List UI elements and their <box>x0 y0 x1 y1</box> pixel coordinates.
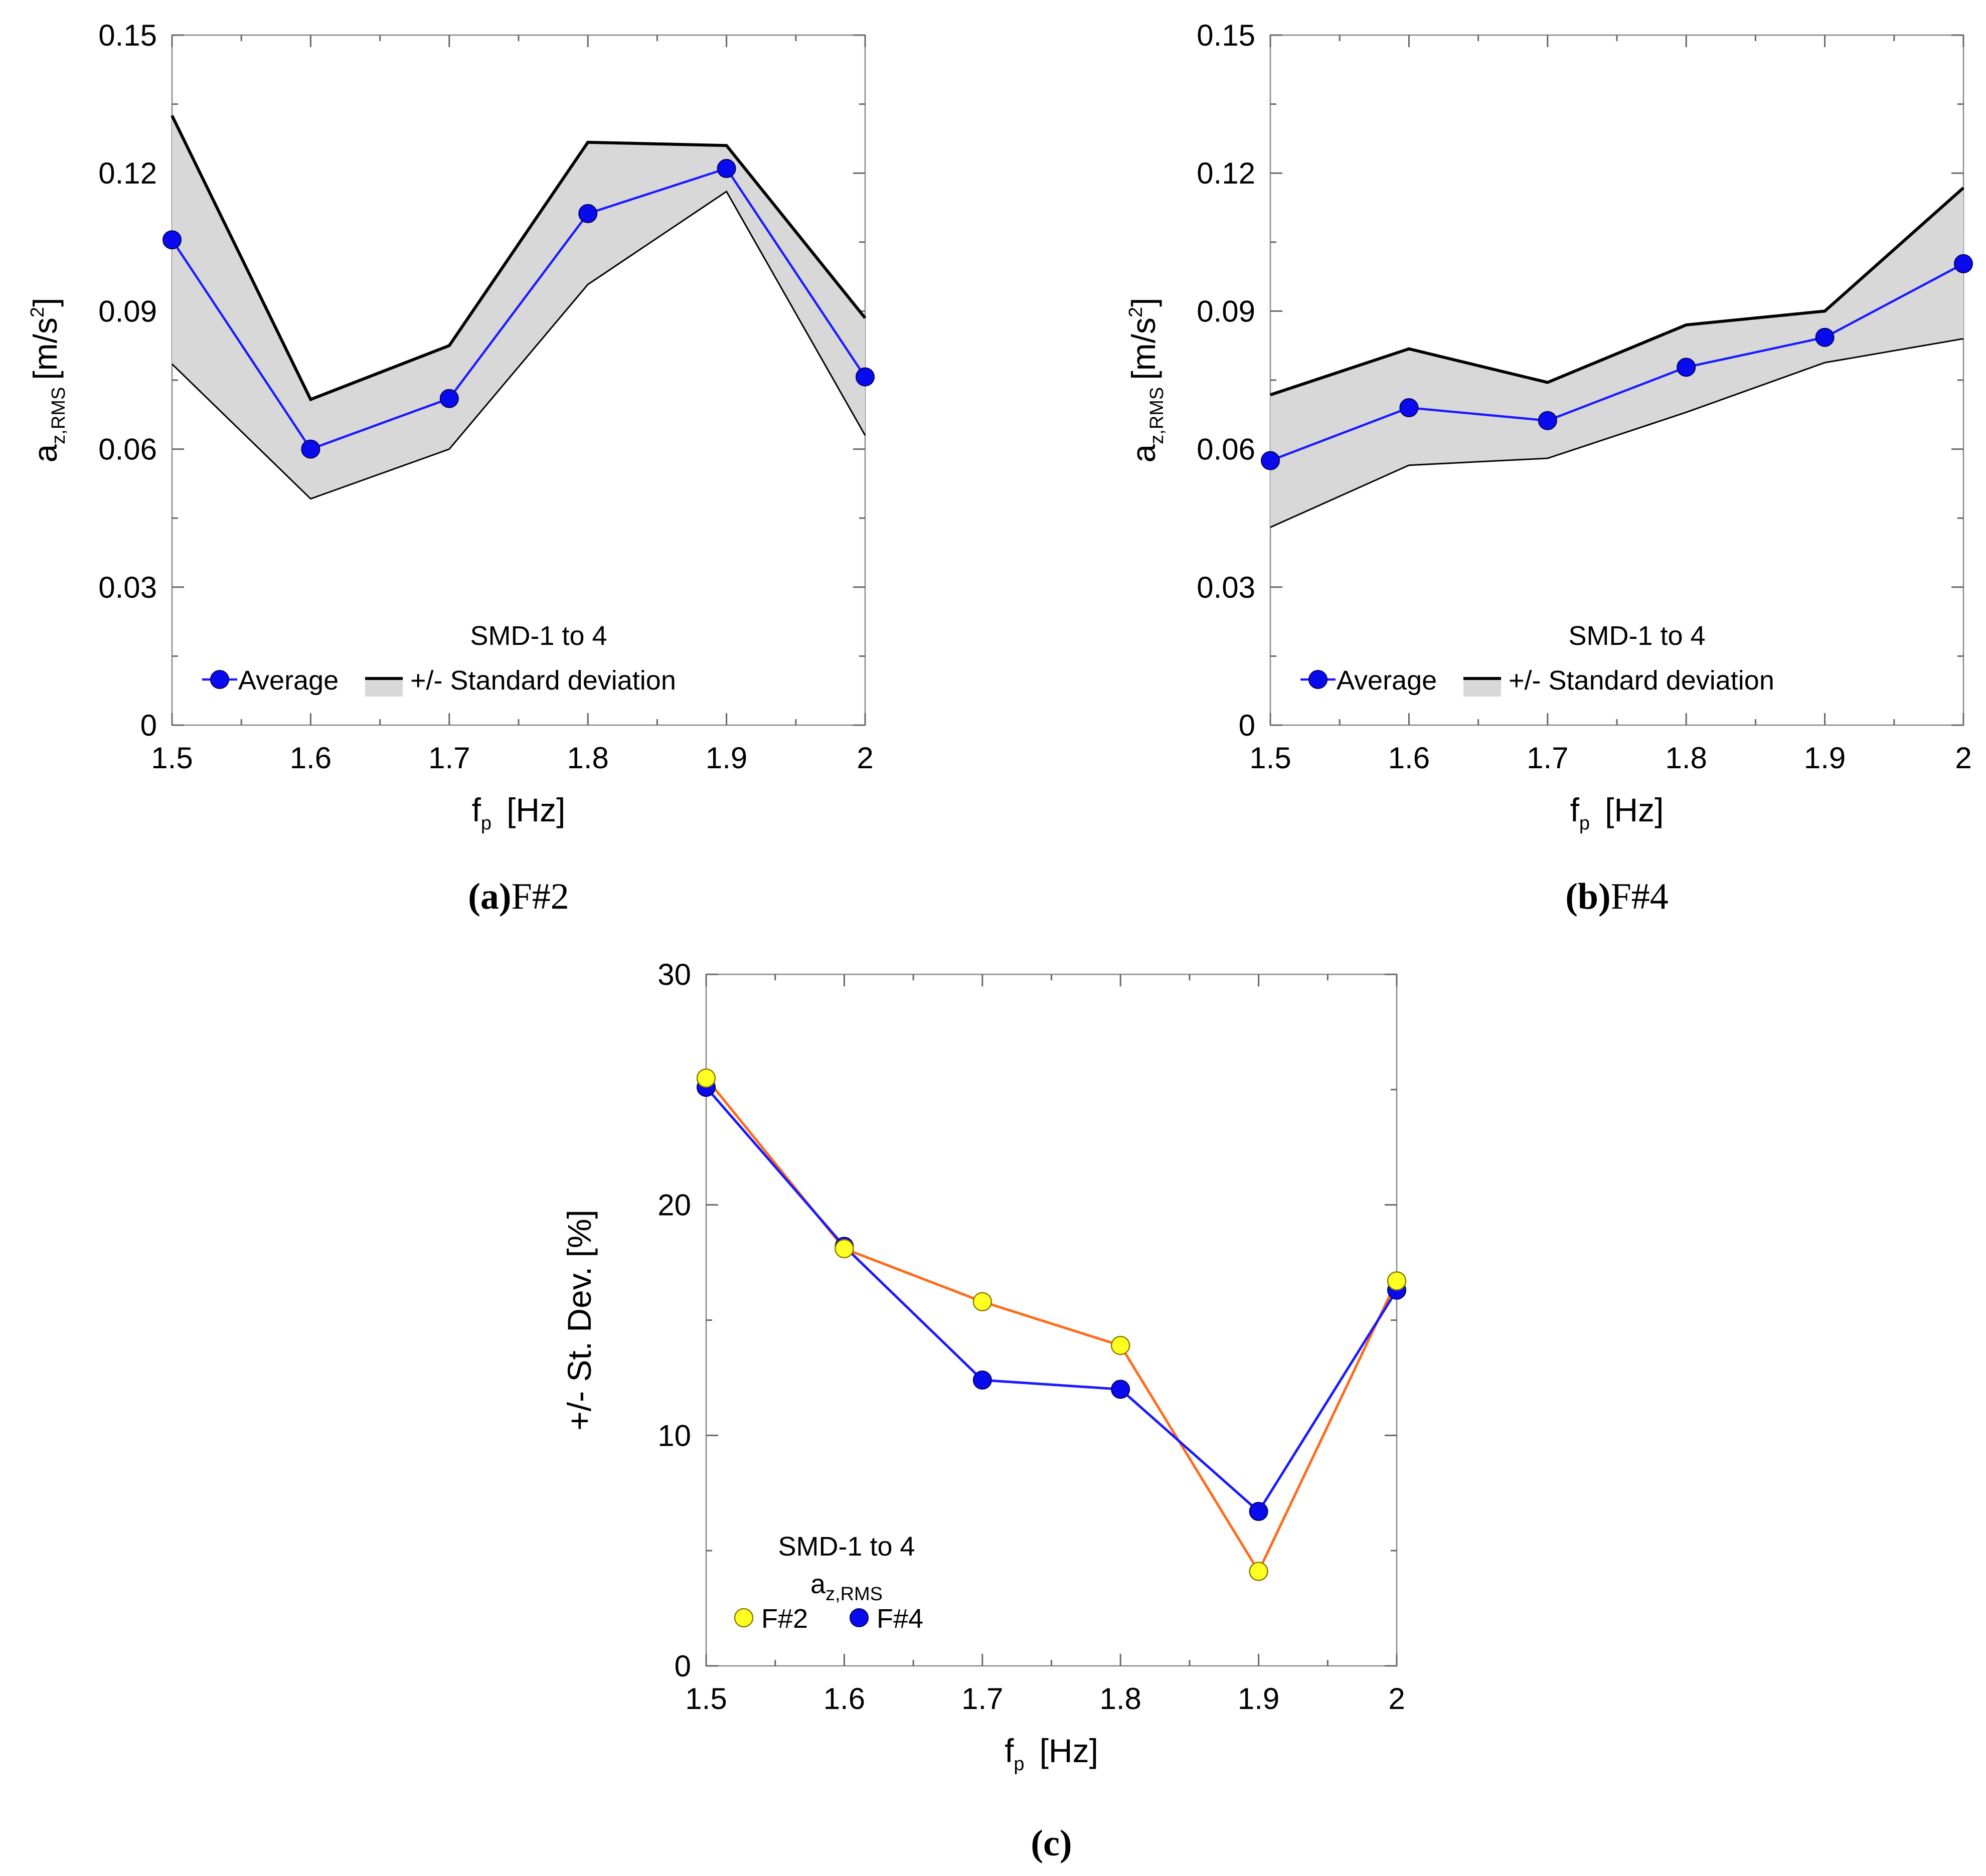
std-upper-line <box>1270 187 1964 397</box>
legend-average-label: Average <box>238 665 339 696</box>
y-tick-label: 0.12 <box>98 156 157 190</box>
average-point <box>1954 254 1973 273</box>
f4-series-line <box>705 1086 1398 1513</box>
x-tick-label: 1.6 <box>1388 741 1430 775</box>
average-series-line <box>171 167 866 451</box>
average-point <box>578 204 598 223</box>
average-point <box>162 230 182 250</box>
legend-std-label: +/- Standard deviation <box>410 665 676 696</box>
x-tick-label: 1.7 <box>961 1682 1003 1716</box>
y-tick-label: 0 <box>140 709 157 742</box>
f2-series-line <box>705 1077 1398 1574</box>
average-point <box>301 439 320 459</box>
std-upper-line <box>171 115 867 402</box>
y-tick-label: 30 <box>657 958 691 991</box>
x-tick-label: 1.8 <box>1099 1682 1141 1716</box>
std-lower-line <box>1270 337 1964 528</box>
chart-a: 1.5 1.6 1.7 1.8 1.9 2 0 0.03 0.06 0.09 0.12 0.15 fp[… <box>27 19 875 917</box>
y-tick-label: 0.15 <box>1197 19 1255 52</box>
legend-average-marker <box>210 670 229 689</box>
legend-title: SMD-1 to 4 <box>778 1531 915 1562</box>
figure-caption: (b)F#4 <box>1565 876 1669 917</box>
y-tick-label: 0.06 <box>98 433 157 466</box>
x-tick-label: 1.9 <box>1238 1682 1279 1716</box>
y-tick-label: 0.15 <box>98 19 157 52</box>
f2-point <box>835 1239 854 1259</box>
average-point <box>439 389 459 408</box>
y-tick-label: 0 <box>1239 709 1255 742</box>
legend-title: SMD-1 to 4 <box>1568 621 1705 651</box>
std-band-area <box>1270 188 1963 528</box>
average-point <box>1261 451 1280 470</box>
y-tick-label: 0.03 <box>1197 571 1255 604</box>
plot-frame <box>705 973 1398 1667</box>
x-tick-label: 1.6 <box>823 1682 865 1716</box>
legend-f4-marker <box>850 1608 869 1627</box>
f2-point <box>1249 1562 1268 1581</box>
f2-point <box>1110 1335 1130 1355</box>
average-point <box>1815 327 1835 347</box>
average-point <box>1399 398 1419 418</box>
x-axis-label: fp [Hz] <box>1570 791 1664 834</box>
y-axis-label: +/- St. Dev. [%] <box>561 1210 598 1431</box>
average-point <box>856 367 875 387</box>
f4-point <box>1111 1380 1130 1399</box>
x-axis-label: fp [Hz] <box>472 791 566 834</box>
x-tick-label: 1.9 <box>1804 741 1846 775</box>
legend-band-swatch <box>365 678 403 697</box>
y-tick-label: 0 <box>675 1649 691 1683</box>
x-tick-label: 1.7 <box>428 741 470 775</box>
average-series-line <box>1270 262 1964 462</box>
legend-f4-label: F#4 <box>877 1604 923 1634</box>
x-tick-label: 1.6 <box>290 741 332 775</box>
average-point <box>1677 358 1696 377</box>
legend-title: SMD-1 to 4 <box>470 621 607 651</box>
y-axis-label: az,RMS[m/s2] <box>1125 298 1168 463</box>
legend-band-swatch <box>1463 678 1501 697</box>
y-tick-label: 0.06 <box>1197 433 1255 466</box>
x-tick-label: 1.5 <box>151 741 193 775</box>
x-tick-label: 1.5 <box>1249 741 1291 775</box>
y-tick-label: 10 <box>657 1419 691 1452</box>
f4-point <box>1249 1502 1268 1521</box>
std-lower-line <box>171 190 866 500</box>
chart-b: 1.5 1.6 1.7 1.8 1.9 2 0 0.03 0.06 0.09 0.12 0.15 fp[… <box>1125 19 1973 917</box>
y-tick-label: 0.03 <box>98 571 157 604</box>
x-tick-label: 1.7 <box>1527 741 1568 775</box>
y-tick-label: 20 <box>657 1188 691 1222</box>
average-point <box>717 159 736 179</box>
x-tick-label: 2 <box>1955 741 1971 775</box>
x-axis-label: fp [Hz] <box>1005 1732 1098 1775</box>
f4-point <box>972 1371 992 1390</box>
x-tick-label: 2 <box>1388 1682 1405 1716</box>
legend-f2-marker <box>734 1608 754 1628</box>
f2-point <box>696 1068 716 1088</box>
y-axis-label: az,RMS[m/s2] <box>27 298 69 463</box>
legend-subtitle: az,RMS <box>810 1569 883 1605</box>
x-tick-label: 1.5 <box>685 1682 727 1716</box>
legend-std-label: +/- Standard deviation <box>1509 665 1774 696</box>
y-tick-label: 0.09 <box>1197 294 1255 328</box>
average-point <box>1538 411 1557 430</box>
legend-f2-label: F#2 <box>761 1604 808 1634</box>
f2-point <box>972 1292 992 1311</box>
f2-point <box>1387 1271 1407 1291</box>
x-tick-label: 1.8 <box>567 741 608 775</box>
y-tick-label: 0.09 <box>98 294 157 328</box>
legend-average-marker <box>1308 670 1328 689</box>
x-tick-label: 1.8 <box>1665 741 1707 775</box>
legend-average-label: Average <box>1337 665 1437 696</box>
figure-caption: (c) <box>1031 1823 1072 1864</box>
x-tick-label: 2 <box>857 741 873 775</box>
figure-caption: (a)F#2 <box>468 876 569 917</box>
y-tick-label: 0.12 <box>1197 156 1255 190</box>
x-tick-label: 1.9 <box>706 741 747 775</box>
